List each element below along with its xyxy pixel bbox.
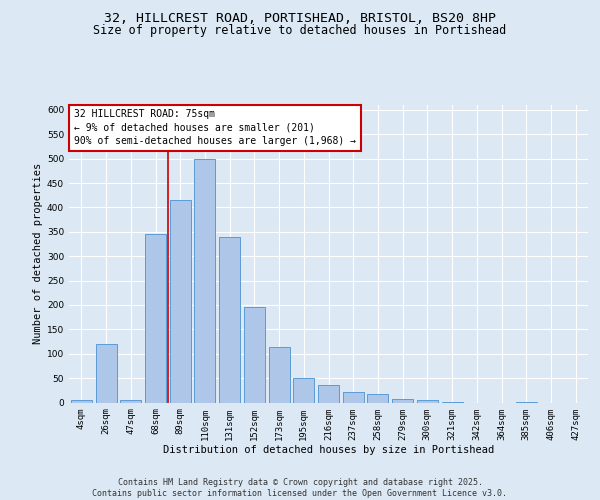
Bar [269, 348, 290, 403]
Bar [120, 400, 141, 402]
Text: 32, HILLCREST ROAD, PORTISHEAD, BRISTOL, BS20 8HP: 32, HILLCREST ROAD, PORTISHEAD, BRISTOL,… [104, 12, 496, 26]
Bar [392, 398, 413, 402]
Bar [145, 234, 166, 402]
Bar [293, 378, 314, 402]
Y-axis label: Number of detached properties: Number of detached properties [33, 163, 43, 344]
Text: Contains HM Land Registry data © Crown copyright and database right 2025.
Contai: Contains HM Land Registry data © Crown c… [92, 478, 508, 498]
Bar [244, 308, 265, 402]
Bar [170, 200, 191, 402]
Text: Size of property relative to detached houses in Portishead: Size of property relative to detached ho… [94, 24, 506, 37]
X-axis label: Distribution of detached houses by size in Portishead: Distribution of detached houses by size … [163, 445, 494, 455]
Bar [343, 392, 364, 402]
Bar [95, 344, 116, 403]
Bar [71, 400, 92, 402]
Bar [367, 394, 388, 402]
Bar [417, 400, 438, 402]
Bar [219, 236, 240, 402]
Bar [318, 386, 339, 402]
Bar [194, 158, 215, 402]
Text: 32 HILLCREST ROAD: 75sqm
← 9% of detached houses are smaller (201)
90% of semi-d: 32 HILLCREST ROAD: 75sqm ← 9% of detache… [74, 110, 356, 146]
